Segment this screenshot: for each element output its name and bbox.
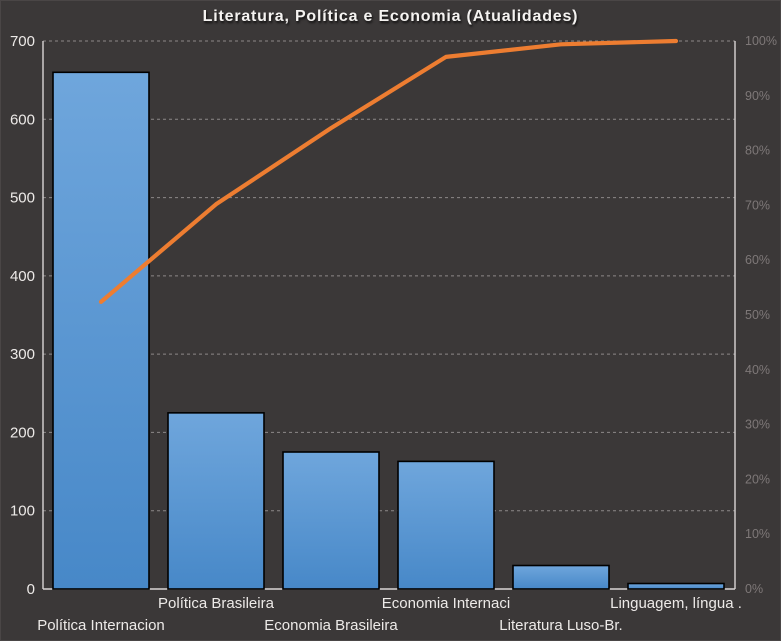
right-axis-tick-label: 80% [745, 144, 770, 158]
bar [512, 564, 610, 590]
right-axis-tick-label: 90% [745, 89, 770, 103]
right-axis-tick-label: 50% [745, 308, 770, 322]
left-axis-tick-label: 400 [10, 268, 35, 285]
left-axis-tick-label: 500 [10, 190, 35, 207]
left-axis-tick-label: 300 [10, 346, 35, 363]
category-label: Linguagem, língua . [610, 595, 742, 612]
left-axis-tick-label: 0 [27, 581, 35, 598]
bar [282, 451, 380, 590]
right-axis-tick-label: 10% [745, 527, 770, 541]
right-axis-tick-label: 20% [745, 472, 770, 486]
bar [397, 460, 495, 590]
category-label: Economia Internaci [382, 595, 510, 612]
right-axis-tick-label: 30% [745, 418, 770, 432]
right-axis-tick-label: 40% [745, 363, 770, 377]
category-label: Literatura Luso-Br. [499, 617, 622, 634]
left-axis-tick-label: 200 [10, 424, 35, 441]
right-axis-tick-label: 70% [745, 198, 770, 212]
category-label: Política Internacion [37, 617, 165, 634]
chart-title: Literatura, Política e Economia (Atualid… [202, 8, 579, 25]
right-axis-tick-label: 100% [745, 34, 777, 48]
category-label: Economia Brasileira [264, 617, 398, 634]
bar [167, 412, 265, 590]
right-axis-tick-label: 0% [745, 582, 763, 596]
cumulative-line [98, 38, 679, 304]
left-axis-tick-label: 600 [10, 111, 35, 128]
category-label: Política Brasileira [158, 595, 275, 612]
left-axis-tick-label: 700 [10, 33, 35, 50]
left-axis-tick-label: 100 [10, 503, 35, 520]
bar [627, 582, 725, 590]
right-axis-tick-label: 60% [745, 253, 770, 267]
bar [52, 71, 150, 590]
